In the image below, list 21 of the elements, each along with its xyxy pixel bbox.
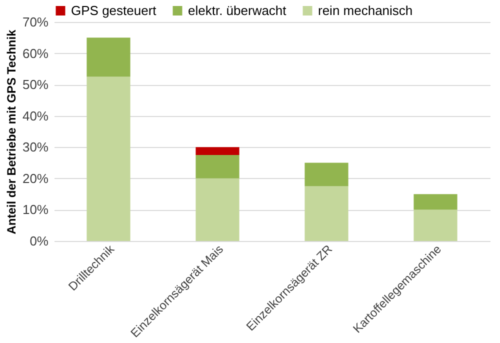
y-tick-label: 30%	[22, 140, 49, 155]
y-tick-label: 50%	[22, 77, 49, 92]
bar	[86, 38, 130, 77]
bar	[196, 147, 240, 155]
legend-label: rein mechanisch	[318, 2, 413, 18]
y-axis-title: Anteil der Betriebe mit GPS Technik	[4, 29, 18, 234]
bar	[414, 210, 458, 241]
y-tick-label: 10%	[22, 202, 49, 218]
legend-label: GPS gesteuert	[71, 2, 157, 18]
bar	[414, 194, 458, 210]
y-tick-label: 70%	[22, 14, 49, 30]
y-tick-label: 20%	[22, 170, 49, 186]
bar	[304, 162, 348, 186]
y-tick-label: 40%	[22, 108, 49, 124]
bar	[196, 154, 240, 178]
y-tick-label: 0%	[30, 234, 49, 248]
y-tick-label: 60%	[22, 46, 49, 61]
bar	[304, 186, 348, 241]
bar	[196, 178, 240, 241]
legend-label: elektr. überwacht	[188, 2, 287, 18]
bar	[86, 76, 130, 241]
